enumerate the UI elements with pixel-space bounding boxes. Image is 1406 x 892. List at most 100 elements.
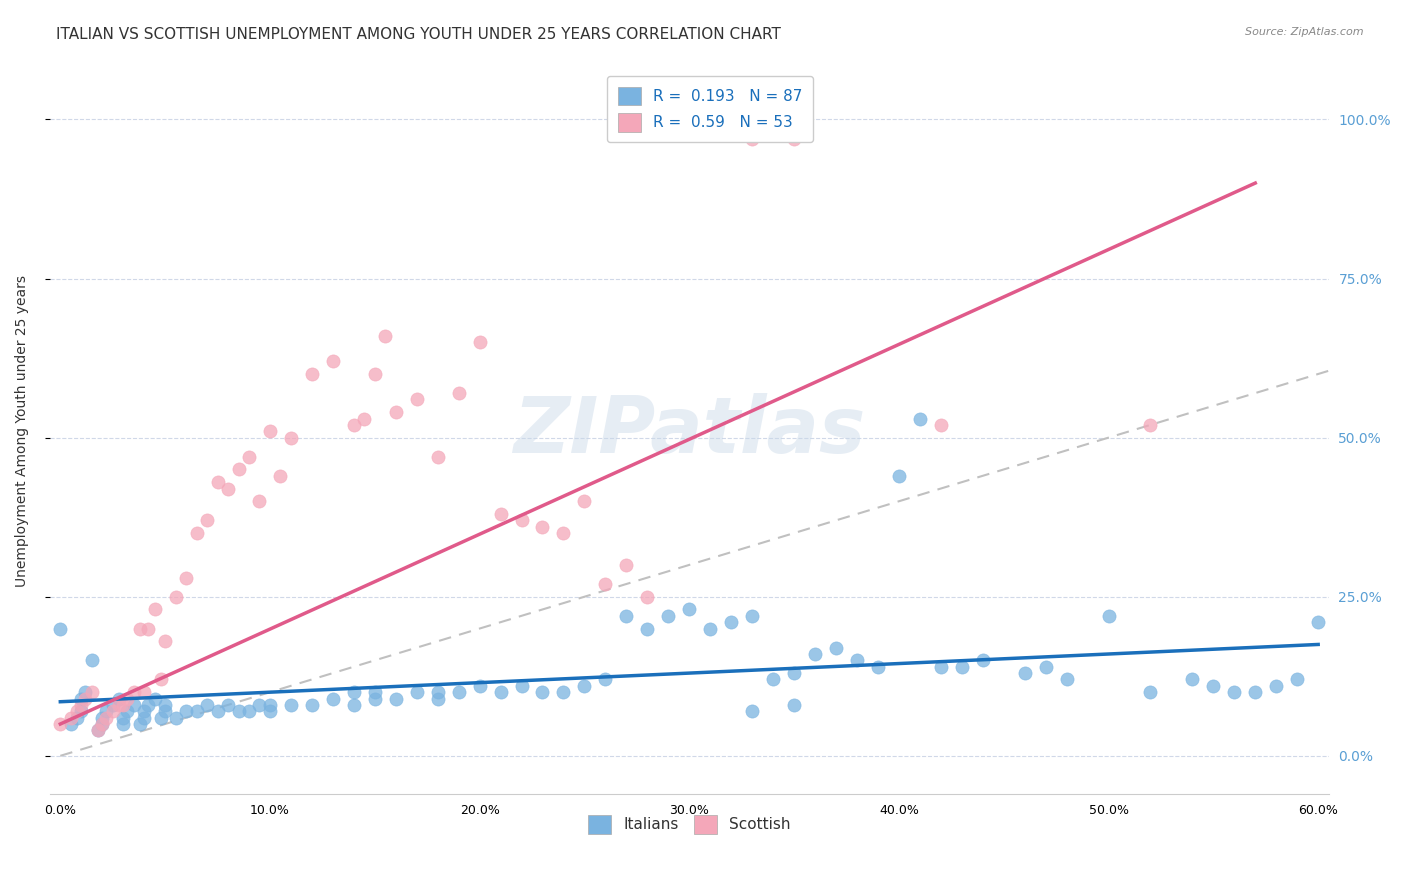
Point: [426, 450, 449, 464]
Point: [217, 482, 239, 496]
Point: [364, 367, 387, 381]
Point: [846, 653, 869, 667]
Point: [574, 679, 596, 693]
Point: [195, 513, 218, 527]
Point: [553, 526, 575, 541]
Point: [762, 673, 785, 687]
Point: [259, 424, 281, 438]
Point: [143, 691, 166, 706]
Point: [75, 691, 97, 706]
Point: [1139, 417, 1161, 432]
Point: [101, 698, 124, 712]
Point: [374, 328, 396, 343]
Point: [143, 602, 166, 616]
Point: [280, 431, 302, 445]
Point: [531, 685, 554, 699]
Point: [108, 691, 131, 706]
Point: [87, 723, 110, 738]
Point: [447, 386, 470, 401]
Point: [96, 704, 118, 718]
Point: [950, 659, 973, 673]
Point: [929, 417, 952, 432]
Point: [153, 634, 176, 648]
Point: [866, 659, 889, 673]
Point: [80, 685, 103, 699]
Point: [174, 571, 197, 585]
Point: [249, 494, 271, 508]
Point: [49, 622, 72, 636]
Point: [426, 685, 449, 699]
Point: [783, 131, 806, 145]
Point: [238, 450, 260, 464]
Point: [322, 691, 344, 706]
Point: [80, 653, 103, 667]
Point: [259, 704, 281, 718]
Point: [66, 704, 89, 718]
Point: [228, 462, 250, 476]
Point: [217, 698, 239, 712]
Point: [117, 691, 139, 706]
Point: [91, 717, 114, 731]
Point: [134, 685, 156, 699]
Point: [117, 704, 139, 718]
Point: [112, 717, 135, 731]
Point: [301, 698, 323, 712]
Point: [112, 711, 135, 725]
Point: [574, 494, 596, 508]
Point: [678, 602, 700, 616]
Point: [70, 691, 93, 706]
Point: [468, 679, 491, 693]
Point: [614, 608, 637, 623]
Point: [1308, 615, 1330, 630]
Point: [134, 711, 156, 725]
Text: Source: ZipAtlas.com: Source: ZipAtlas.com: [1246, 27, 1364, 37]
Point: [699, 622, 721, 636]
Point: [1056, 673, 1078, 687]
Point: [908, 411, 931, 425]
Point: [972, 653, 994, 667]
Point: [384, 405, 406, 419]
Point: [364, 685, 387, 699]
Point: [468, 335, 491, 350]
Point: [153, 704, 176, 718]
Point: [66, 711, 89, 725]
Point: [129, 622, 152, 636]
Legend: Italians, Scottish: Italians, Scottish: [578, 805, 801, 845]
Point: [1139, 685, 1161, 699]
Point: [1223, 685, 1246, 699]
Text: ITALIAN VS SCOTTISH UNEMPLOYMENT AMONG YOUTH UNDER 25 YEARS CORRELATION CHART: ITALIAN VS SCOTTISH UNEMPLOYMENT AMONG Y…: [56, 27, 782, 42]
Point: [280, 698, 302, 712]
Point: [49, 717, 72, 731]
Point: [70, 704, 93, 718]
Point: [269, 468, 291, 483]
Point: [783, 666, 806, 681]
Point: [595, 673, 617, 687]
Point: [1181, 673, 1204, 687]
Point: [1244, 685, 1267, 699]
Point: [887, 468, 910, 483]
Point: [75, 685, 97, 699]
Point: [165, 711, 187, 725]
Point: [741, 608, 763, 623]
Point: [783, 698, 806, 712]
Point: [510, 513, 533, 527]
Point: [70, 698, 93, 712]
Point: [186, 704, 208, 718]
Point: [238, 704, 260, 718]
Point: [353, 411, 375, 425]
Point: [112, 698, 135, 712]
Point: [259, 698, 281, 712]
Y-axis label: Unemployment Among Youth under 25 years: Unemployment Among Youth under 25 years: [15, 276, 30, 587]
Point: [249, 698, 271, 712]
Point: [657, 608, 679, 623]
Point: [1286, 673, 1309, 687]
Point: [384, 691, 406, 706]
Point: [186, 526, 208, 541]
Point: [138, 622, 160, 636]
Point: [804, 647, 827, 661]
Point: [207, 704, 229, 718]
Point: [1202, 679, 1225, 693]
Point: [207, 475, 229, 490]
Point: [741, 704, 763, 718]
Point: [101, 704, 124, 718]
